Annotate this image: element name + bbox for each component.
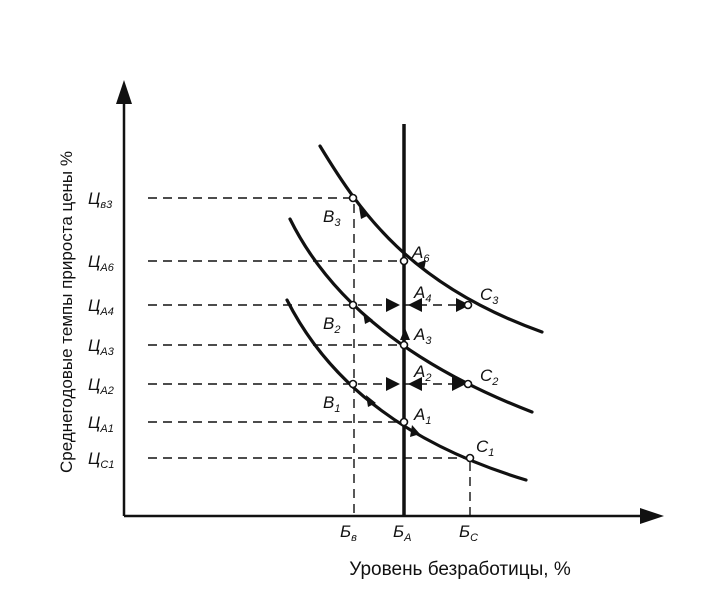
- y-tick-labels: Цв3 ЦA6 ЦA4 ЦA3 ЦA2 ЦA1 ЦC1: [88, 189, 115, 471]
- x-tick-labels: Бв БA БC: [340, 522, 478, 544]
- point-b2: [348, 300, 358, 310]
- ytick-tsa1: ЦA1: [88, 413, 114, 435]
- point-b3: [348, 193, 358, 203]
- arrow-a1-down-icon: [410, 425, 420, 437]
- xtick-ba: БA: [393, 522, 411, 544]
- point-c2: [463, 379, 473, 389]
- arrow-b1-down-icon: [366, 395, 376, 407]
- point-a1: [399, 417, 409, 427]
- ytick-tsv3: Цв3: [88, 189, 113, 211]
- point-c3: [463, 300, 473, 310]
- arrow-a3-down-icon: [400, 328, 410, 340]
- ytick-tsc1: ЦC1: [88, 449, 114, 471]
- ytick-tsa2: ЦA2: [88, 375, 114, 397]
- arrow-b2-down-icon: [363, 312, 373, 324]
- vertical-guides: [353, 204, 471, 516]
- label-a1: A1: [413, 405, 431, 427]
- arrow-a4-left-icon: [408, 298, 422, 312]
- label-a4: A4: [413, 283, 431, 305]
- ytick-tsa4: ЦA4: [88, 296, 114, 318]
- label-a2: A2: [413, 362, 431, 384]
- label-a6: A6: [411, 243, 430, 265]
- label-a3: A3: [413, 325, 432, 347]
- point-a3: [399, 340, 409, 350]
- arrows: [359, 207, 470, 437]
- point-c1: [465, 453, 475, 463]
- points: [348, 193, 475, 463]
- arrow-c3-right-icon: [456, 298, 470, 312]
- label-c2: C2: [480, 366, 498, 388]
- arrow-a2-right-icon: [386, 377, 400, 391]
- xtick-bv: Бв: [340, 522, 357, 544]
- curve-upper: [318, 144, 544, 334]
- curve-middle: [288, 217, 534, 414]
- label-c1: C1: [476, 437, 494, 459]
- point-a6: [399, 256, 409, 266]
- arrow-a4-right-icon: [386, 298, 400, 312]
- arrow-b3-down-icon: [359, 207, 369, 219]
- x-axis-arrow-icon: [640, 508, 664, 524]
- label-c3: C3: [480, 285, 499, 307]
- label-b2: B2: [323, 314, 340, 336]
- y-axis-label: Среднегодовые темпы прироста цены %: [57, 151, 76, 473]
- label-b1: B1: [323, 393, 340, 415]
- label-b3: B3: [323, 207, 341, 229]
- ytick-tsa3: ЦA3: [88, 336, 115, 358]
- arrow-a6-left-icon: [415, 260, 426, 270]
- horizontal-guides: [148, 197, 470, 459]
- arrow-a2-left-icon: [408, 377, 422, 391]
- ytick-tsa6: ЦA6: [88, 252, 115, 274]
- x-axis-label: Уровень безработицы, %: [349, 559, 571, 580]
- curves: [285, 144, 544, 482]
- arrow-c2-right-icon: [452, 377, 466, 391]
- curve-lower: [285, 298, 528, 482]
- point-b1: [348, 379, 358, 389]
- y-axis-arrow-icon: [116, 80, 132, 104]
- point-labels: B3 B2 B1 A6 A4 A3 A2 A1 C3 C2 C1: [323, 207, 499, 459]
- xtick-bc: БC: [459, 522, 478, 544]
